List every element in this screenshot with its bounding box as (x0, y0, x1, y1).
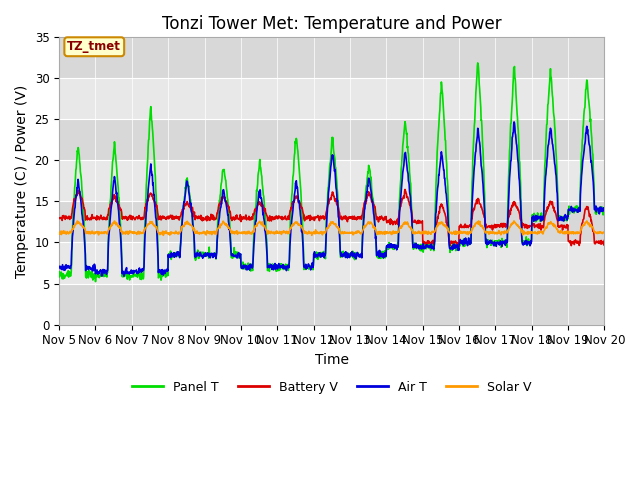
Solar V (238, 229, 246, 235)
Solar V (177, 228, 184, 234)
Y-axis label: Temperature (C) / Power (V): Temperature (C) / Power (V) (15, 84, 29, 277)
Solar V (583, 218, 591, 224)
Air T (120, 273, 128, 279)
Air T (55, 265, 63, 271)
Panel T (177, 240, 184, 246)
Air T (488, 240, 495, 246)
Air T (164, 267, 172, 273)
Solar V (600, 230, 608, 236)
Panel T (164, 270, 172, 276)
Battery V (568, 243, 575, 249)
Bar (59, 37, 604, 78)
Panel T (92, 279, 99, 285)
Battery V (536, 223, 544, 228)
Solar V (164, 230, 172, 236)
Bar (59, 202, 604, 242)
Bar (59, 242, 604, 284)
Line: Solar V: Solar V (59, 221, 604, 235)
Air T (417, 243, 424, 249)
Battery V (237, 214, 245, 219)
Bar (59, 160, 604, 202)
Title: Tonzi Tower Met: Temperature and Power: Tonzi Tower Met: Temperature and Power (162, 15, 502, 33)
Battery V (401, 187, 409, 192)
Solar V (417, 231, 424, 237)
Air T (510, 119, 518, 125)
Battery V (417, 219, 424, 225)
Bar (59, 284, 604, 324)
Bar (59, 78, 604, 120)
Bar (59, 120, 604, 160)
Battery V (177, 214, 184, 219)
Legend: Panel T, Battery V, Air T, Solar V: Panel T, Battery V, Air T, Solar V (127, 376, 536, 399)
Line: Battery V: Battery V (59, 190, 604, 246)
Solar V (536, 229, 544, 235)
Panel T (488, 237, 496, 243)
Line: Air T: Air T (59, 122, 604, 276)
Solar V (55, 229, 63, 235)
Battery V (600, 238, 608, 243)
Air T (536, 213, 544, 219)
Air T (238, 265, 246, 271)
Solar V (159, 232, 167, 238)
Panel T (600, 212, 608, 217)
Panel T (474, 60, 481, 66)
X-axis label: Time: Time (315, 353, 349, 367)
Air T (177, 240, 184, 245)
Panel T (55, 269, 63, 275)
Battery V (488, 222, 495, 228)
Line: Panel T: Panel T (59, 63, 604, 282)
Panel T (417, 241, 424, 247)
Text: TZ_tmet: TZ_tmet (67, 40, 121, 53)
Battery V (163, 214, 171, 219)
Solar V (488, 229, 495, 235)
Air T (600, 206, 608, 212)
Panel T (536, 218, 544, 224)
Panel T (238, 263, 246, 268)
Battery V (55, 215, 63, 221)
